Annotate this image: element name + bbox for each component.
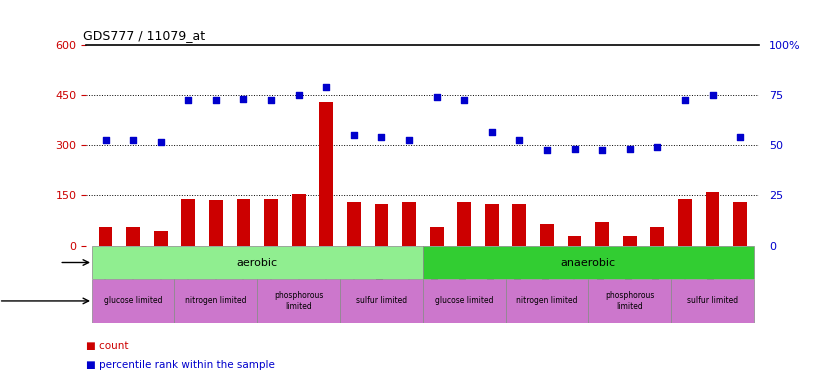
Bar bbox=[264, 199, 278, 246]
Bar bbox=[457, 202, 471, 246]
Bar bbox=[99, 227, 112, 246]
Point bbox=[181, 97, 195, 103]
Bar bbox=[429, 227, 443, 246]
Point bbox=[623, 146, 636, 152]
Text: nitrogen limited: nitrogen limited bbox=[185, 296, 246, 305]
Bar bbox=[623, 236, 636, 246]
Bar bbox=[236, 199, 250, 246]
Text: ■ percentile rank within the sample: ■ percentile rank within the sample bbox=[86, 360, 275, 370]
Text: nitrogen limited: nitrogen limited bbox=[516, 296, 578, 305]
Point bbox=[375, 134, 388, 140]
Bar bbox=[340, 279, 423, 322]
Point bbox=[678, 97, 691, 103]
Point bbox=[126, 137, 140, 143]
Bar bbox=[423, 246, 754, 279]
Text: glucose limited: glucose limited bbox=[104, 296, 163, 305]
Bar bbox=[181, 199, 195, 246]
Text: anaerobic: anaerobic bbox=[561, 258, 616, 267]
Text: sulfur limited: sulfur limited bbox=[355, 296, 407, 305]
Point bbox=[733, 134, 746, 140]
Bar bbox=[347, 202, 360, 246]
Text: ■ count: ■ count bbox=[86, 341, 129, 351]
Bar bbox=[126, 227, 140, 246]
Point bbox=[319, 84, 333, 90]
Bar bbox=[154, 231, 167, 246]
Bar bbox=[705, 192, 719, 246]
Point bbox=[485, 129, 498, 135]
Bar bbox=[540, 224, 554, 246]
Bar bbox=[374, 204, 388, 246]
Bar bbox=[678, 199, 692, 246]
Text: glucose limited: glucose limited bbox=[435, 296, 493, 305]
Bar bbox=[671, 279, 754, 322]
Bar bbox=[92, 279, 175, 322]
Point bbox=[237, 96, 250, 102]
Bar bbox=[733, 202, 747, 246]
Bar bbox=[589, 279, 671, 322]
Point bbox=[347, 132, 360, 138]
Point bbox=[513, 137, 526, 143]
Bar bbox=[257, 279, 340, 322]
Text: phosphorous
limited: phosphorous limited bbox=[605, 291, 654, 310]
Point bbox=[540, 147, 553, 153]
Bar bbox=[506, 279, 589, 322]
Text: phosphorous
limited: phosphorous limited bbox=[274, 291, 323, 310]
Point bbox=[264, 97, 277, 103]
Bar bbox=[175, 279, 257, 322]
Text: aerobic: aerobic bbox=[236, 258, 277, 267]
Point bbox=[651, 144, 664, 150]
Text: GDS777 / 11079_at: GDS777 / 11079_at bbox=[83, 30, 205, 42]
Bar bbox=[595, 222, 609, 246]
Bar bbox=[485, 204, 498, 246]
Point bbox=[706, 92, 719, 98]
Bar bbox=[92, 246, 423, 279]
Point bbox=[209, 97, 222, 103]
Bar bbox=[567, 236, 581, 246]
Point bbox=[154, 139, 167, 145]
Bar bbox=[319, 102, 333, 246]
Point bbox=[99, 137, 112, 143]
Point bbox=[430, 94, 443, 100]
Bar bbox=[291, 194, 305, 246]
Bar bbox=[512, 204, 526, 246]
Bar bbox=[209, 201, 222, 246]
Point bbox=[595, 147, 608, 153]
Point bbox=[568, 146, 581, 152]
Point bbox=[292, 92, 305, 98]
Bar bbox=[650, 227, 664, 246]
Bar bbox=[423, 279, 506, 322]
Text: sulfur limited: sulfur limited bbox=[687, 296, 738, 305]
Bar bbox=[402, 202, 416, 246]
Point bbox=[457, 97, 470, 103]
Point bbox=[402, 137, 415, 143]
